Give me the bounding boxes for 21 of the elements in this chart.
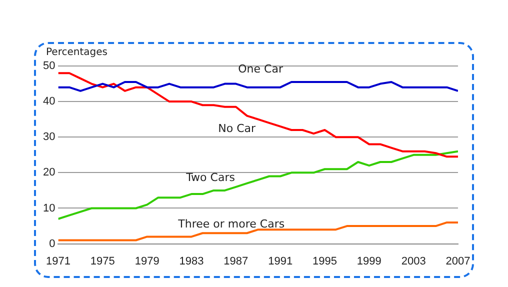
x-tick-label: 1999 (356, 255, 382, 268)
x-tick-label: 1971 (46, 255, 70, 268)
y-tick-label: 10 (42, 202, 56, 214)
x-tick-label: 1995 (312, 255, 337, 268)
x-tick-label: 1991 (268, 255, 293, 268)
x-tick-label: 1987 (224, 255, 248, 268)
x-tick-label: 1975 (90, 255, 115, 268)
x-tick-label: 2007 (446, 255, 470, 268)
y-tick-label: 20 (42, 166, 56, 179)
x-tick-label: 2003 (401, 255, 426, 268)
x-tick-label: 1979 (134, 255, 160, 268)
y-tick-label: 30 (42, 131, 56, 144)
x-tick-label: 1983 (179, 255, 204, 268)
series-label: Three or more Cars (177, 218, 285, 231)
series-label: No Car (218, 122, 256, 135)
series-label: Two Cars (185, 170, 236, 184)
y-tick-label: 0 (49, 238, 56, 250)
y-tick-label: 50 (42, 60, 56, 72)
series-label: One Car (238, 62, 284, 76)
y-axis-title: Percentages (46, 47, 108, 58)
y-tick-label: 40 (42, 96, 56, 108)
